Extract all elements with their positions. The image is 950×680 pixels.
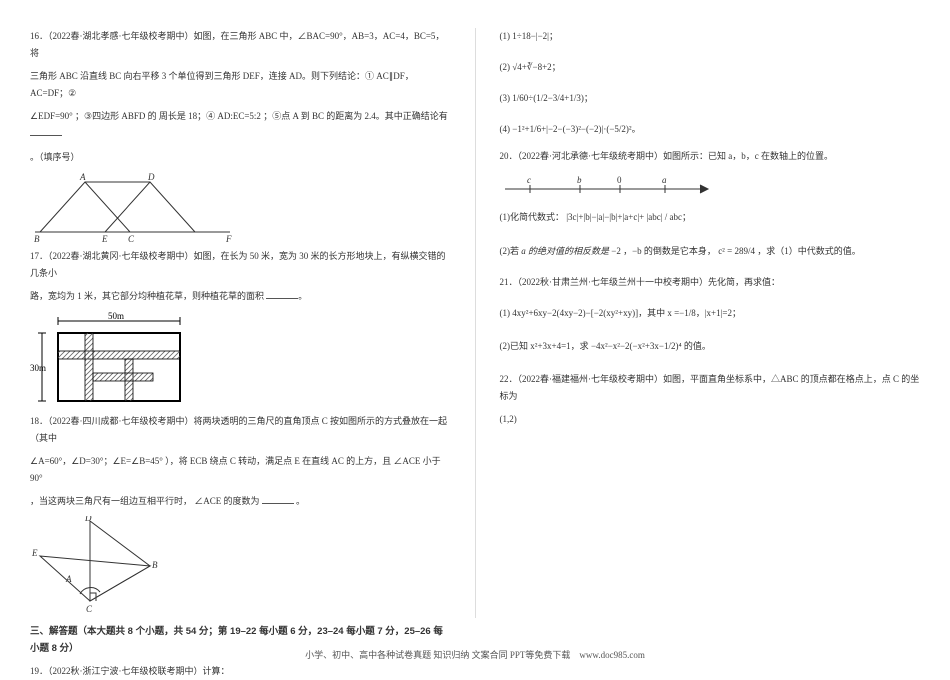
lbl-C: C bbox=[128, 234, 135, 242]
number-line-figure: c b 0 a bbox=[500, 171, 921, 199]
q17-l2: 路，宽均为 1 米，其它部分均种植花草，则种植花草的面积 bbox=[30, 291, 264, 301]
lbl-A: A bbox=[65, 574, 72, 584]
nl-a: a bbox=[662, 175, 667, 185]
blank bbox=[30, 126, 62, 136]
blank bbox=[262, 494, 294, 504]
e3b: ÷(1/2−3/4+1/3) bbox=[528, 93, 584, 103]
e4: −1²+1/6+|−2−(−3)²−(−2)|·(−5/2)² bbox=[512, 124, 631, 134]
q20-p2d: 的倒数是它本身， bbox=[644, 246, 716, 256]
left-column: 16．（2022春·湖北孝感·七年级校考期中）如图，在三角形 ABC 中，∠BA… bbox=[30, 28, 451, 618]
q18-line2: ∠A=60°，∠D=30°；∠E=∠B=45° ），将 ECB 绕点 C 转动，… bbox=[30, 453, 451, 487]
q16: 16．（2022春·湖北孝感·七年级校考期中）如图，在三角形 ABC 中，∠BA… bbox=[30, 28, 451, 242]
q16-l3-f: ；⑤点 bbox=[263, 111, 290, 121]
q18-l2d: ∠ACE bbox=[393, 456, 422, 466]
q20-p1-expr: |3c|+|b|−|a|−|b|+|a+c|+ |abc| / abc bbox=[566, 212, 682, 222]
e2a: √4 bbox=[512, 62, 521, 72]
lbl-D: D bbox=[147, 172, 155, 182]
q17-svg: 50m 30m bbox=[30, 311, 200, 407]
q17-figure: 50m 30m bbox=[30, 311, 451, 407]
page-footer: 小学、初中、高中各种试卷真题 知识归纳 文案合同 PPT等免费下载 www.do… bbox=[0, 647, 950, 664]
q20-p2c: −2 ，−b bbox=[611, 246, 644, 256]
q18-l3d: 。 bbox=[296, 496, 305, 506]
q22-line1: 22．（2022春·福建福州·七年级校考期中）如图，平面直角坐标系中，△ABC … bbox=[500, 371, 921, 405]
q21-p2a: (2)已知 bbox=[500, 341, 529, 351]
q18-l3a: ，当这两块三角尺有一组边互相平行时， bbox=[30, 496, 192, 506]
lbl-E: E bbox=[31, 548, 38, 558]
lbl-B: B bbox=[152, 560, 158, 570]
q21-p2: (2)已知 x²+3x+4=1，求 −4x²−x²−2(−x²+3x−1/2)⁴… bbox=[500, 338, 921, 355]
q19: 19．（2022秋·浙江宁波·七年级校联考期中）计算： bbox=[30, 663, 451, 680]
q20-p2b: a 的绝对值的相反数是 bbox=[521, 246, 609, 256]
q18-l2b: ），将 ECB 绕点 C 转动，满足点 E 在直线 bbox=[165, 456, 329, 466]
q20-p1-label: (1)化简代数式： bbox=[500, 212, 565, 222]
q18: 18．（2022春·四川成都·七年级校考期中）将两块透明的三角尺的直角顶点 C … bbox=[30, 413, 451, 616]
q21-p2d: 的值。 bbox=[684, 341, 711, 351]
q20-p2e: c² = 289/4 bbox=[718, 246, 757, 256]
q18-line1: 18．（2022春·四川成都·七年级校考期中）将两块透明的三角尺的直角顶点 C … bbox=[30, 413, 451, 447]
columns: 16．（2022春·湖北孝感·七年级校考期中）如图，在三角形 ABC 中，∠BA… bbox=[30, 28, 920, 618]
q17-line1: 17．（2022春·湖北黄冈·七年级校考期中）如图，在长为 50 米，宽为 30… bbox=[30, 248, 451, 282]
blank bbox=[266, 289, 298, 299]
q17-line2: 路，宽均为 1 米，其它部分均种植花草，则种植花草的面积 。 bbox=[30, 288, 451, 305]
lbl-A: A bbox=[79, 172, 86, 182]
q18-line3: ，当这两块三角尺有一组边互相平行时， ∠ACE 的度数为 。 bbox=[30, 493, 451, 510]
column-divider bbox=[475, 28, 476, 618]
q18-l3c: 的度数为 bbox=[224, 496, 260, 506]
q18-figure: C E B D A bbox=[30, 516, 451, 616]
q22-line2: (1,2) bbox=[500, 411, 921, 428]
q18-l2c: AC 的上方，且 bbox=[331, 456, 391, 466]
q16-line4: 。（填序号） bbox=[30, 149, 451, 166]
nl-c: c bbox=[527, 175, 531, 185]
expr-4: (4) −1²+1/6+|−2−(−3)²−(−2)|·(−5/2)²。 bbox=[500, 121, 921, 138]
q16-l3-d: 周长是 18；④ bbox=[159, 111, 215, 121]
q21-p2c: −4x²−x²−2(−x²+3x−1/2)⁴ bbox=[591, 341, 684, 351]
q21-p1: (1) 4xy²+6xy−2(4xy−2)−[−2(xy²+xy)]，其中 x … bbox=[500, 305, 921, 322]
q20-p2: (2)若 a 的绝对值的相反数是 −2 ，−b 的倒数是它本身， c² = 28… bbox=[500, 243, 921, 260]
numberline-svg: c b 0 a bbox=[500, 171, 720, 199]
q16-l3-g: A 到 BC bbox=[292, 111, 326, 121]
e1: 1÷18−|−2| bbox=[512, 31, 549, 41]
lbl-D: D bbox=[84, 516, 92, 523]
lbl-C: C bbox=[86, 604, 93, 614]
q16-svg: A D B E C F bbox=[30, 172, 240, 242]
q16-line3: ∠EDF=90° ；③四边形 ABFD 的 周长是 18；④ AD:EC=5:2… bbox=[30, 108, 451, 142]
q20-p1: (1)化简代数式： |3c|+|b|−|a|−|b|+|a+c|+ |abc| … bbox=[500, 209, 921, 226]
nl-b: b bbox=[577, 175, 582, 185]
q16-line2: 三角形 ABC 沿直线 BC 向右平移 3 个单位得到三角形 DEF，连接 AD… bbox=[30, 68, 451, 102]
q16-l3-c: ABFD 的 bbox=[121, 111, 156, 121]
q18-l2a: ∠A=60°，∠D=30°；∠E=∠B=45° bbox=[30, 456, 163, 466]
q16-l3-b: ；③四边形 bbox=[75, 111, 119, 121]
lbl-B: B bbox=[34, 234, 40, 242]
q16-figure: A D B E C F bbox=[30, 172, 451, 242]
q21-p2b: x²+3x+4=1，求 bbox=[530, 341, 588, 351]
lbl-50m: 50m bbox=[108, 311, 124, 321]
e2b: +∛−8+2 bbox=[522, 62, 552, 72]
q21-line1: 21．（2022秋·甘肃兰州·七年级兰州十一中校考期中）先化简，再求值： bbox=[500, 274, 921, 291]
page: 16．（2022春·湖北孝感·七年级校考期中）如图，在三角形 ABC 中，∠BA… bbox=[0, 0, 950, 672]
expr-3: (3) 1/60÷(1/2−3/4+1/3)； bbox=[500, 90, 921, 107]
q20-p2f: ，求（1）中代数式的值。 bbox=[757, 246, 861, 256]
expr-1: (1) 1÷18−|−2|； bbox=[500, 28, 921, 45]
nl-0: 0 bbox=[617, 175, 622, 185]
q17: 17．（2022春·湖北黄冈·七年级校考期中）如图，在长为 50 米，宽为 30… bbox=[30, 248, 451, 407]
q20-line1: 20．（2022春·河北承德·七年级统考期中）如图所示：已知 a，b，c 在数轴… bbox=[500, 148, 921, 165]
right-column: (1) 1÷18−|−2|； (2) √4+∛−8+2； (3) 1/60÷(1… bbox=[500, 28, 921, 618]
expr-2: (2) √4+∛−8+2； bbox=[500, 59, 921, 76]
lbl-30m: 30m bbox=[30, 363, 46, 373]
q16-l3-a: ∠EDF=90° bbox=[30, 111, 73, 121]
q16-l3-h: 的距离为 2.4。其中正确结论有 bbox=[326, 111, 448, 121]
q16-l3-e: AD:EC=5:2 bbox=[217, 111, 263, 121]
e3a: 1/60 bbox=[512, 93, 528, 103]
q20-p2a: (2)若 bbox=[500, 246, 520, 256]
q18-l3b: ∠ACE bbox=[194, 496, 223, 506]
lbl-E: E bbox=[101, 234, 108, 242]
q16-line1: 16．（2022春·湖北孝感·七年级校考期中）如图，在三角形 ABC 中，∠BA… bbox=[30, 28, 451, 62]
q18-svg: C E B D A bbox=[30, 516, 170, 616]
lbl-F: F bbox=[225, 234, 232, 242]
